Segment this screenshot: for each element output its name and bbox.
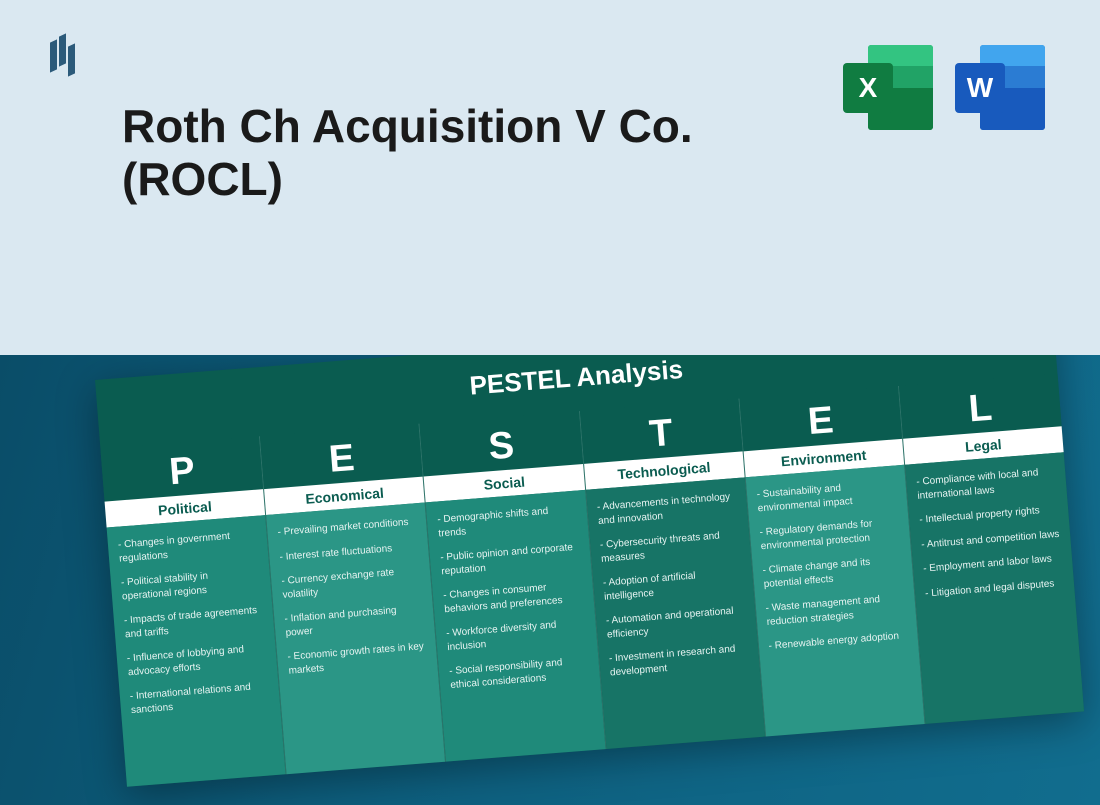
pestel-item: Automation and operational efficiency: [606, 604, 747, 642]
pestel-item: Social responsibility and ethical consid…: [449, 654, 590, 692]
pestel-item: Waste management and reduction strategie…: [765, 591, 906, 629]
pestel-column-social: SSocialDemographic shifts and trendsPubl…: [420, 411, 606, 762]
excel-icon-letter: X: [843, 63, 893, 113]
pestel-column-legal: LLegalCompliance with local and internat…: [899, 373, 1084, 723]
pestel-item: Influence of lobbying and advocacy effor…: [126, 641, 267, 679]
pestel-item: Workforce diversity and inclusion: [446, 616, 587, 654]
pestel-item: Antitrust and competition laws: [921, 527, 1061, 551]
content-section: PESTEL Analysis PPoliticalChanges in gov…: [0, 355, 1100, 805]
pestel-item: Investment in research and development: [608, 642, 749, 680]
pestel-grid: PPoliticalChanges in government regulati…: [100, 373, 1084, 786]
pestel-item: Regulatory demands for environmental pro…: [759, 515, 900, 553]
pestel-item: Public opinion and corporate reputation: [440, 541, 581, 579]
pestel-column-technological: TTechnologicalAdvancements in technology…: [579, 399, 765, 750]
pestel-items: Changes in government regulationsPolitic…: [107, 515, 286, 787]
pestel-item: Impacts of trade agreements and tariffs: [123, 604, 264, 642]
pestel-item: Political stability in operational regio…: [121, 566, 262, 604]
pestel-column-political: PPoliticalChanges in government regulati…: [100, 436, 286, 787]
pestel-items: Compliance with local and international …: [905, 452, 1084, 724]
pestel-items: Advancements in technology and innovatio…: [586, 477, 765, 749]
file-icons-group: X W: [843, 45, 1045, 135]
pestel-item: Intellectual property rights: [919, 503, 1059, 527]
word-icon: W: [955, 45, 1045, 135]
pestel-item: International relations and sanctions: [129, 679, 270, 717]
pestel-items: Demographic shifts and trendsPublic opin…: [426, 490, 605, 762]
pestel-items: Prevailing market conditionsInterest rat…: [266, 502, 445, 774]
pestel-item: Interest rate fluctuations: [279, 540, 419, 564]
pestel-item: Demographic shifts and trends: [437, 503, 578, 541]
excel-icon: X: [843, 45, 933, 135]
pestel-item: Cybersecurity threats and measures: [600, 528, 741, 566]
pestel-card: PESTEL Analysis PPoliticalChanges in gov…: [95, 355, 1084, 787]
pestel-column-economical: EEconomicalPrevailing market conditionsI…: [260, 424, 446, 775]
pestel-item: Advancements in technology and innovatio…: [597, 490, 738, 528]
pestel-item: Economic growth rates in key markets: [287, 640, 428, 678]
pestel-items: Sustainability and environmental impactR…: [745, 465, 924, 737]
pestel-item: Changes in consumer behaviors and prefer…: [443, 578, 584, 616]
pestel-item: Litigation and legal disputes: [925, 576, 1065, 600]
pestel-item: Adoption of artificial intelligence: [603, 566, 744, 604]
header-section: Roth Ch Acquisition V Co. (ROCL) X W: [0, 0, 1100, 355]
pestel-item: Inflation and purchasing power: [284, 602, 425, 640]
pestel-item: Prevailing market conditions: [277, 515, 417, 539]
pestel-item: Changes in government regulations: [118, 528, 259, 566]
pestel-item: Currency exchange rate volatility: [281, 564, 422, 602]
page-title: Roth Ch Acquisition V Co. (ROCL): [122, 100, 722, 206]
pestel-item: Sustainability and environmental impact: [756, 478, 897, 516]
pestel-item: Renewable energy adoption: [768, 629, 908, 653]
word-icon-letter: W: [955, 63, 1005, 113]
pestel-item: Compliance with local and international …: [916, 465, 1057, 503]
pestel-item: Employment and labor laws: [923, 552, 1063, 576]
pestel-column-environment: EEnvironmentSustainability and environme…: [739, 386, 925, 737]
pestel-item: Climate change and its potential effects: [762, 553, 903, 591]
